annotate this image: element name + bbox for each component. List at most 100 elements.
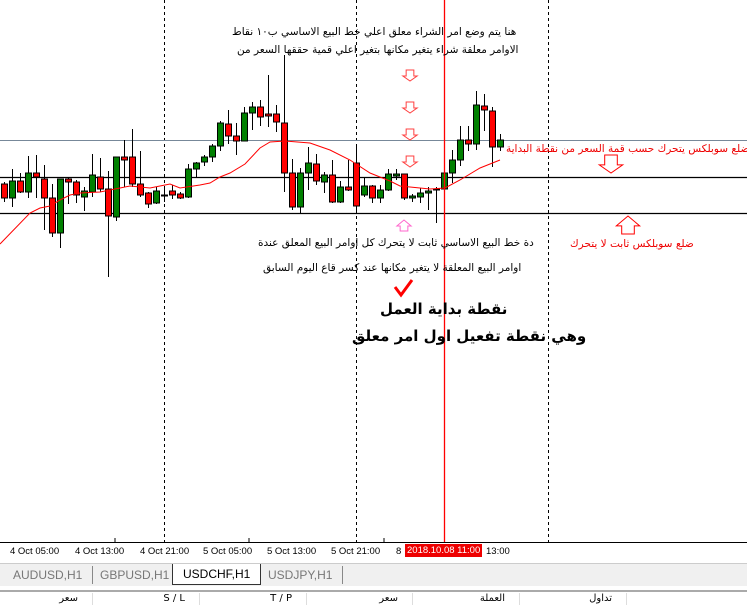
candle-body [489,110,496,148]
candle-body [25,172,32,193]
candle-body [417,192,424,198]
candlestick [217,121,224,151]
candle-body [297,172,304,208]
candle-body [281,122,288,174]
candlestick [105,171,112,277]
candlestick [281,55,288,192]
candle-body [377,189,384,199]
candle-body [145,192,152,205]
candle-body [449,159,456,174]
annotation-bottom-line2: اوامر البيع المعلقة لا يتغير مكانها عند … [263,262,522,274]
candle-body [353,162,360,207]
candle-body [105,188,112,217]
candle-body [113,156,120,218]
candle-body [49,197,56,234]
candle-body [481,105,488,111]
candle-body [169,190,176,196]
time-tick: 5 Oct 21:00 [331,546,381,557]
candle-body [201,156,208,163]
candlestick [89,154,96,197]
candlestick [345,160,352,191]
candle-body [313,163,320,182]
candle-body [17,180,24,193]
candle-body [153,190,160,204]
candlestick [121,140,128,187]
candlestick [257,100,264,126]
candle-body [41,178,48,199]
start-point-subtitle: وهي نقطة تفعيل اول امر معلق [352,327,587,345]
column-header-tp[interactable]: T / P [200,593,307,605]
candlestick [145,192,152,208]
candlestick [9,169,16,207]
chart-tabs: AUDUSD,H1 GBPUSD,H1 USDCHF,H1 USDJPY,H1 [0,563,747,586]
tab-gbpusd[interactable]: GBPUSD,H1 [90,566,181,584]
candlestick [225,110,232,144]
candlestick [129,129,136,187]
candle-body [129,156,136,185]
candlestick [361,177,368,197]
candlestick [57,178,64,248]
tab-audusd[interactable]: AUDUSD,H1 [3,566,94,584]
candlestick [25,156,32,198]
candlestick [369,185,376,203]
down-arrow-icon [401,128,419,141]
candle-body [305,162,312,174]
candle-body [393,173,400,177]
candle-body [249,106,256,114]
candle-body [121,156,128,161]
candlestick [265,75,272,127]
candlestick [449,150,456,183]
candlestick [329,160,336,203]
candlestick [481,94,488,131]
candlestick [17,173,24,193]
candle-body [289,172,296,208]
tab-usdchf[interactable]: USDCHF,H1 [172,564,262,585]
lower-side-label: ضلع سوبلكس ثابت لا يتحرك [570,238,694,250]
candle-body [185,168,192,198]
candlestick [73,180,80,203]
down-arrow-icon [401,101,419,114]
column-header[interactable]: سعر [307,593,413,605]
candlestick [457,126,464,166]
candlestick [169,185,176,199]
terminal-table-header: سعر S / L T / P سعر العملة تداول [0,590,747,605]
candlestick [249,102,256,130]
candle-body [497,139,504,148]
column-header-sl[interactable]: S / L [93,593,200,605]
candlestick [1,182,8,202]
tab-usdjpy[interactable]: USDJPY,H1 [258,566,344,584]
annotation-top-line1: هنا يتم وضع امر الشراء معلق اعلي خط البي… [232,26,517,38]
upper-side-label: ضلع سوبلكس يتحرك حسب قمة السعر من نقطة ا… [506,143,747,155]
time-tick: 4 Oct 13:00 [75,546,125,557]
candle-body [345,186,352,191]
candlestick [393,169,400,180]
candlestick [185,164,192,198]
candle-body [257,106,264,118]
candlestick [65,178,72,204]
candle-body [225,123,232,137]
candlestick [337,181,344,203]
candlestick [377,185,384,203]
candle-body [33,172,40,178]
up-arrow-icon [614,215,642,235]
time-tick: 4 Oct 21:00 [140,546,190,557]
column-header[interactable]: سعر [0,593,93,605]
down-arrow-icon [401,69,419,82]
candlestick [161,187,168,202]
candlestick [473,91,480,150]
down-arrow-icon [401,155,419,168]
price-chart[interactable] [0,0,747,543]
candle-body [385,173,392,191]
time-tick: 4 Oct 05:00 [10,546,60,557]
candlestick [33,155,40,198]
candle-body [137,183,144,196]
candle-body [81,190,88,198]
column-header-symbol[interactable]: العملة [413,593,520,605]
candle-body [329,174,336,203]
up-arrow-icon [395,219,413,232]
candle-body [457,139,464,161]
candle-body [161,194,168,197]
column-header-type[interactable]: تداول [520,593,627,605]
candlestick [409,194,416,202]
candle-body [57,178,64,234]
